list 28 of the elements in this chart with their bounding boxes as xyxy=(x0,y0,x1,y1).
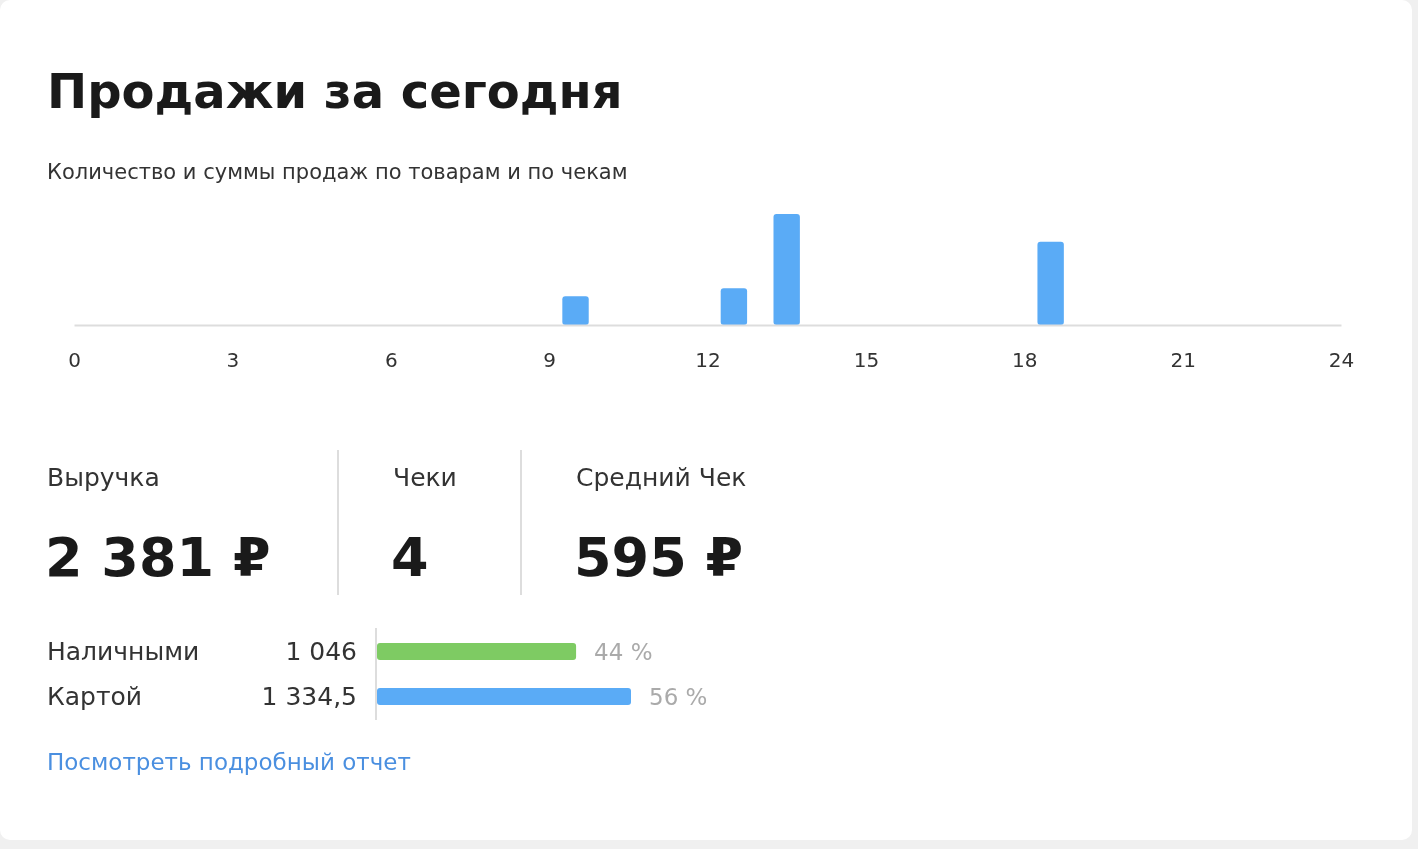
y-tick-label: Наличными xyxy=(47,637,200,666)
text: 595 ₽ xyxy=(574,526,744,589)
data-label: 1 334,5 xyxy=(261,682,357,711)
text: 4 xyxy=(391,526,429,589)
category-label: Средний Чек xyxy=(576,463,747,492)
x-tick-label: 9 xyxy=(543,348,556,373)
chart-title: Продажи за сегодня xyxy=(47,63,623,119)
bar xyxy=(773,214,800,325)
x-tick-label: 24 xyxy=(1328,348,1355,373)
x-tick-label: 18 xyxy=(1012,348,1038,373)
bar xyxy=(562,296,589,325)
category-label: Выручка xyxy=(47,463,160,492)
text: 2 381 ₽ xyxy=(45,526,271,589)
y-tick-label: Картой xyxy=(47,682,143,711)
x-tick-label: 6 xyxy=(384,348,398,373)
text: Посмотреть подробный отчет xyxy=(47,749,411,775)
text: 56 % xyxy=(649,684,708,710)
x-tick-label: 3 xyxy=(226,348,240,373)
annotation: 44 % xyxy=(594,639,653,665)
category-label: Чеки xyxy=(393,463,457,492)
x-tick-label: 0 xyxy=(68,348,81,373)
data-label: 1 046 xyxy=(285,637,357,666)
bar xyxy=(720,288,748,325)
x-tick-label: 15 xyxy=(853,348,880,373)
chart-subtitle: Количество и суммы продаж по товарам и по чекам xyxy=(47,160,628,184)
x-tick-label: 12 xyxy=(695,348,721,373)
bar xyxy=(1037,241,1064,325)
x-tick-label: 21 xyxy=(1170,348,1196,373)
